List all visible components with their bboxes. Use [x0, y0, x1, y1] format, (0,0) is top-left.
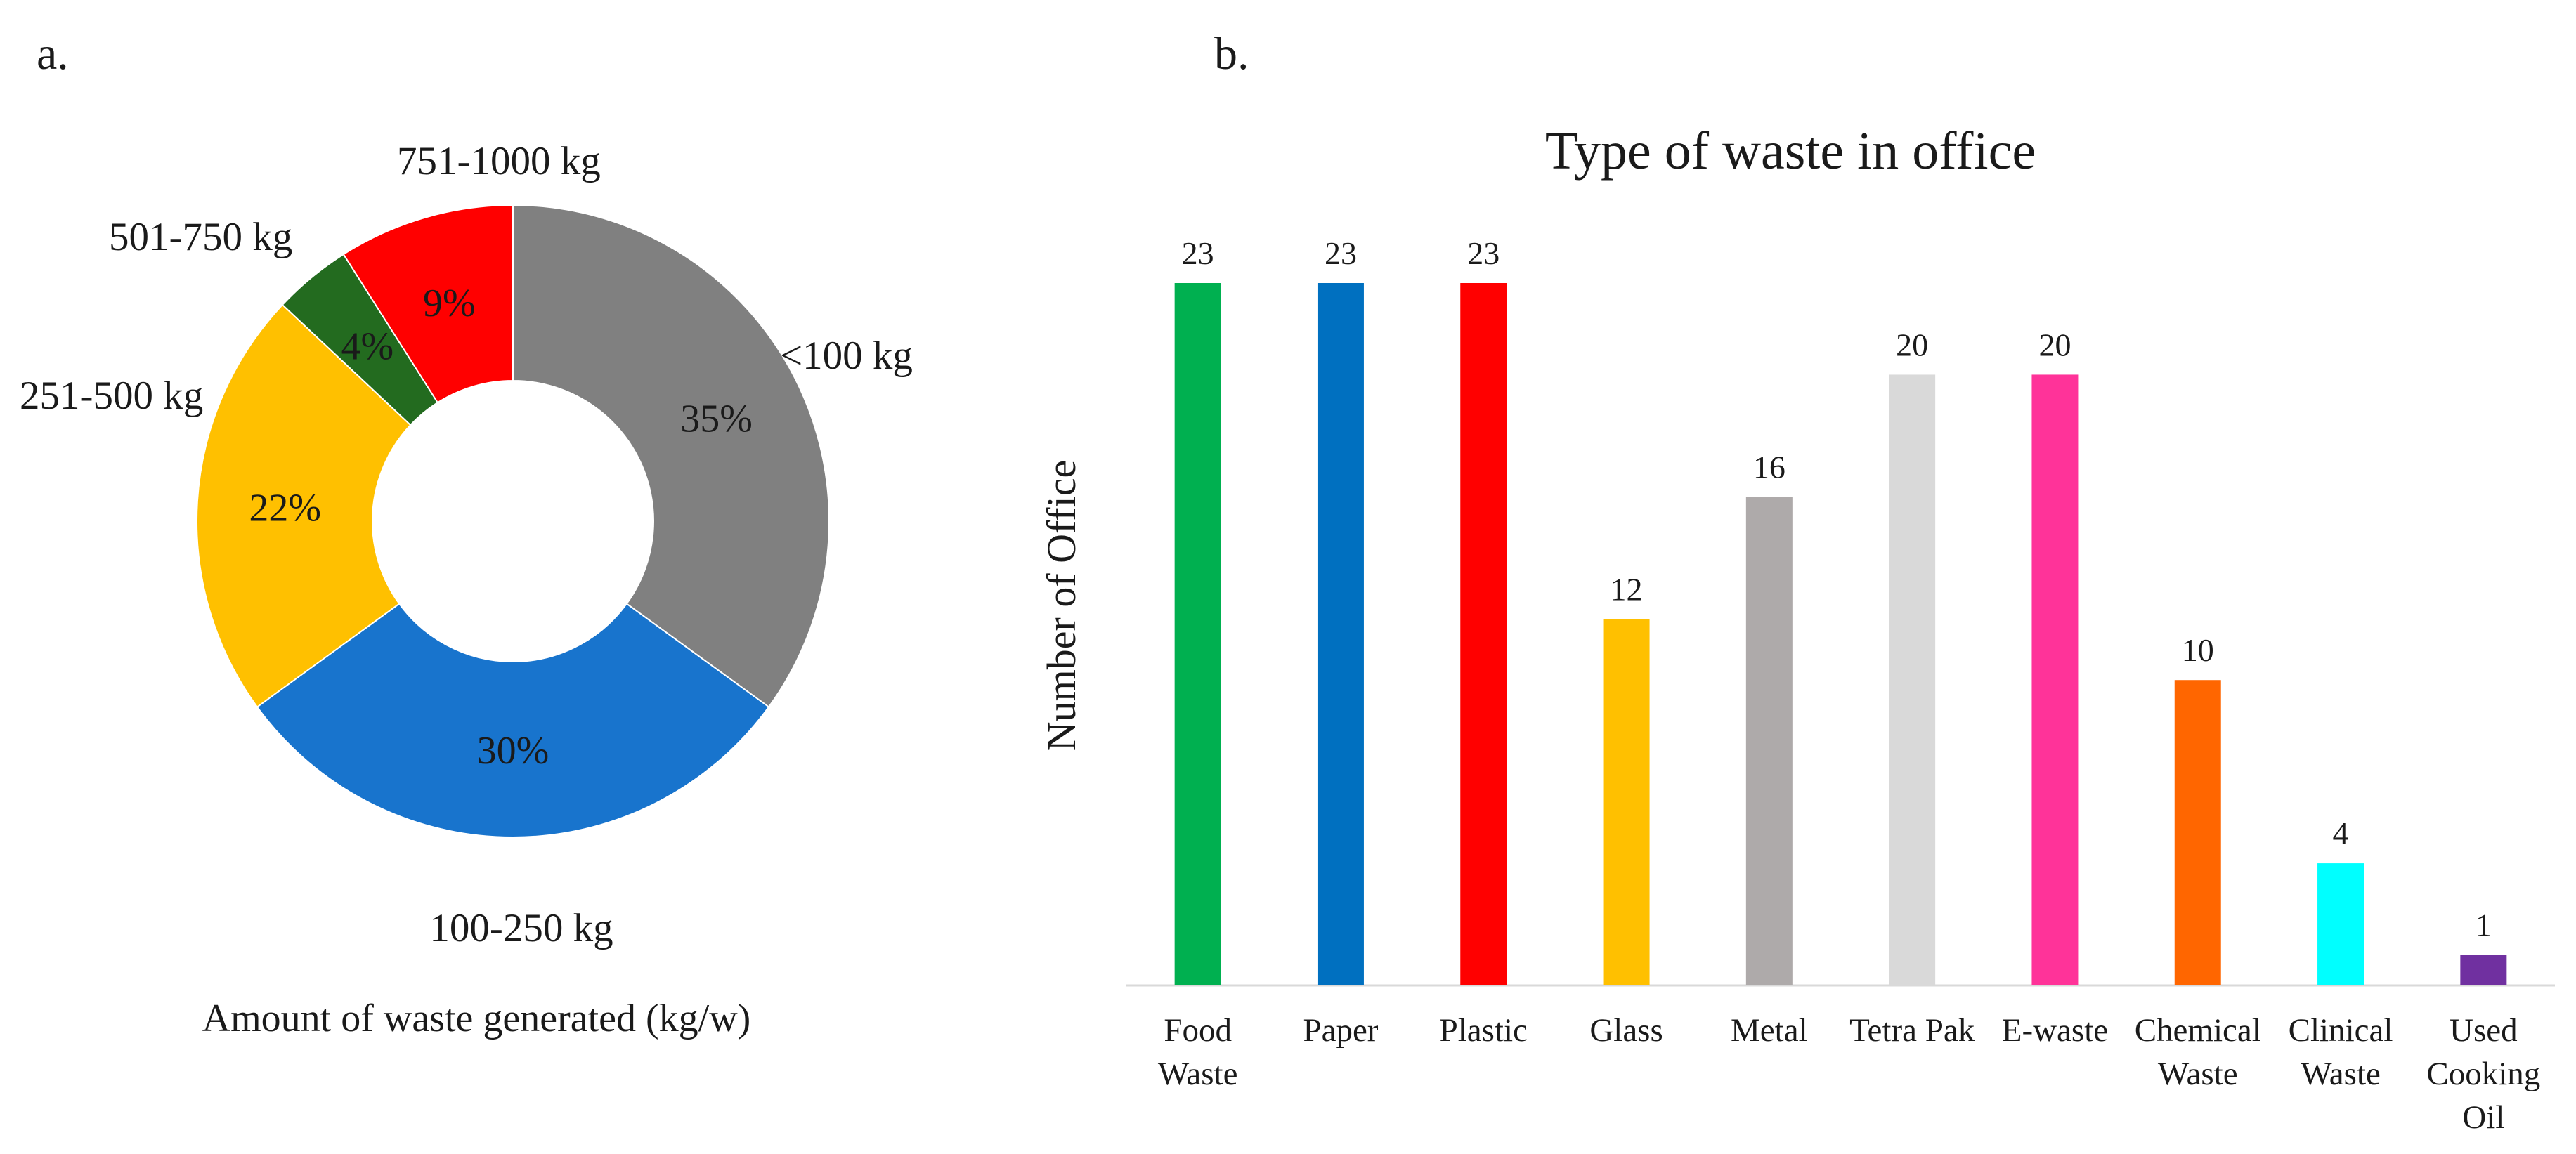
- donut-slice-751-1000-kg: [342, 204, 514, 404]
- bar-value-label: 16: [1753, 449, 1785, 485]
- bar-chart: 23 Food Waste 23 Paper 23 Plastic 12 Glass 16 Meta…: [1126, 235, 2555, 1136]
- donut-slice-percent-label: 4%: [341, 325, 394, 369]
- bar-category-label: Clinical Waste: [2289, 1012, 2393, 1092]
- donut-slice-category-label: <100 kg: [780, 334, 913, 378]
- bar-metal: [1745, 497, 1793, 985]
- donut-slice-percent-label: 22%: [249, 487, 321, 530]
- bar-category-label: Metal: [1731, 1012, 1808, 1049]
- bar-paper: [1317, 283, 1364, 985]
- bar-value-label: 1: [2476, 907, 2492, 943]
- bar-category-label: Glass: [1589, 1012, 1663, 1049]
- panel-b-label: b.: [1214, 28, 1249, 79]
- bar-used-cooking-oil: [2460, 955, 2507, 985]
- donut-slice-percent-label: 35%: [680, 397, 753, 440]
- bar-category-label: Food Waste: [1158, 1012, 1238, 1092]
- bar-value-label: 20: [2038, 327, 2071, 362]
- donut-slice-percent-label: 9%: [423, 282, 476, 325]
- bar-value-label: 10: [2182, 632, 2214, 668]
- bar-glass: [1603, 619, 1650, 985]
- bar-e-waste: [2031, 374, 2079, 985]
- bar-value-label: 4: [2333, 815, 2349, 851]
- bar-category-label: Tetra Pak: [1849, 1012, 1975, 1049]
- bar-chart-title: Type of waste in office: [1545, 122, 2036, 181]
- donut-slice-251-500-kg: [196, 303, 412, 708]
- bar-value-label: 23: [1182, 235, 1214, 271]
- bar-chart-y-axis-label: Number of Office: [1039, 460, 1084, 751]
- donut-slice-category-label: 251-500 kg: [20, 374, 203, 418]
- donut-slice-percent-label: 30%: [477, 729, 549, 773]
- donut-slice-100-250-kg: [256, 603, 770, 838]
- donut-slice-category-label: 100-250 kg: [429, 906, 613, 950]
- bar-value-label: 20: [1896, 327, 1928, 362]
- bar-value-label: 23: [1325, 235, 1357, 271]
- bar-chemical-waste: [2174, 680, 2221, 985]
- bar-value-label: 12: [1611, 571, 1643, 607]
- bar-food-waste: [1174, 283, 1221, 985]
- bar-tetra-pak: [1889, 374, 1936, 985]
- bar-category-label: Chemical Waste: [2135, 1012, 2261, 1092]
- bar-clinical-waste: [2317, 863, 2364, 985]
- bar-category-label: Paper: [1303, 1012, 1378, 1049]
- donut-slice-category-label: 501-750 kg: [109, 215, 292, 259]
- panel-a-label: a.: [37, 28, 69, 79]
- panel-a: a. 35% <100 kg 30% 100-250 kg 22% 251-500 kg 4…: [20, 28, 913, 1040]
- bar-plastic: [1460, 283, 1507, 985]
- donut-chart-caption: Amount of waste generated (kg/w): [202, 997, 751, 1040]
- bar-value-label: 23: [1467, 235, 1500, 271]
- panel-b: b. Type of waste in office Number of Off…: [1039, 28, 2555, 1136]
- bar-category-label: Used Cooking Oil: [2426, 1012, 2540, 1136]
- bar-category-label: E-waste: [2002, 1012, 2108, 1049]
- donut-slice-100-kg: [512, 204, 830, 708]
- donut-chart: 35% <100 kg 30% 100-250 kg 22% 251-500 kg 4% 50…: [20, 139, 913, 950]
- donut-slice-category-label: 751-1000 kg: [397, 139, 601, 183]
- bar-category-label: Plastic: [1440, 1012, 1528, 1049]
